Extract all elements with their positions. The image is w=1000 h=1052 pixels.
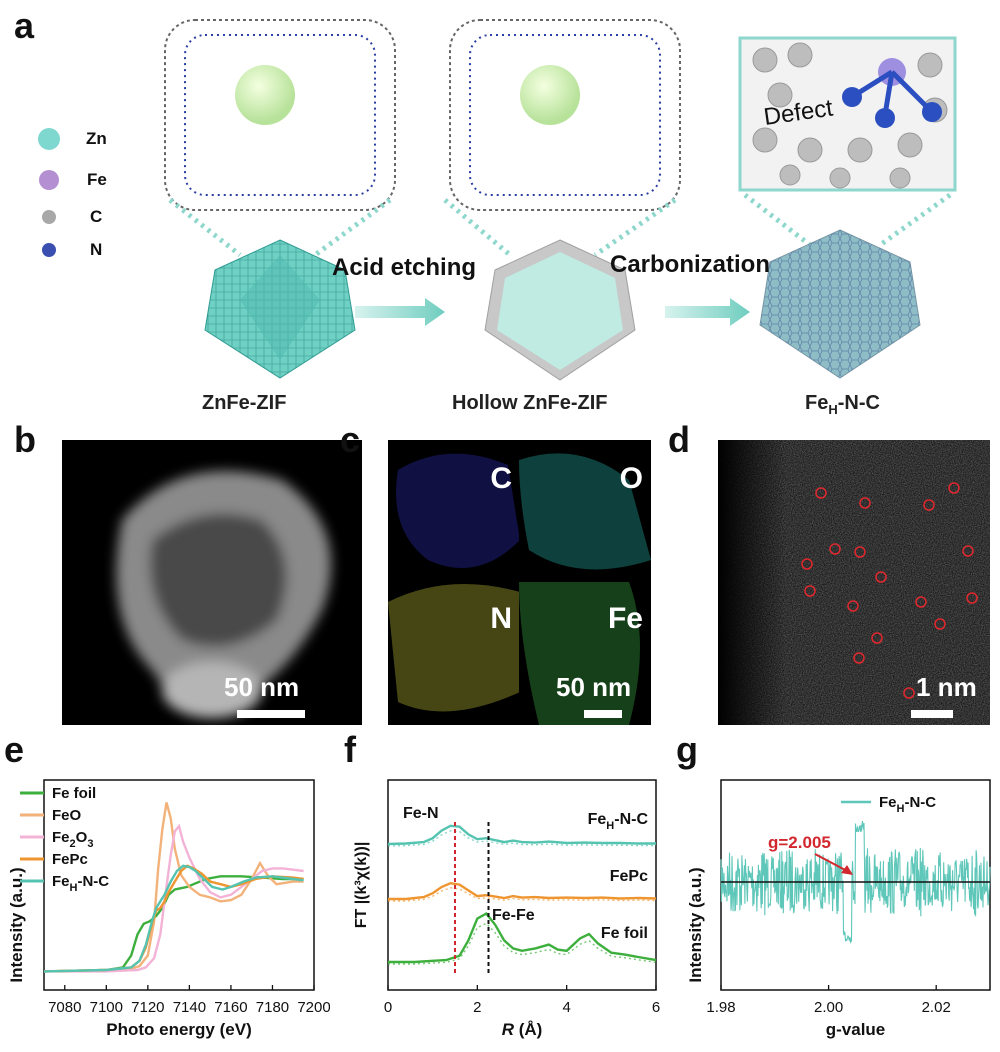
- legend-item-c: C: [42, 207, 102, 227]
- series-fit-2: [388, 922, 657, 965]
- chart-xanes: 7080 7100 7120 7140 7160 7180 7200 Photo energy…: [7, 779, 330, 1039]
- legend-label: FePc: [52, 851, 88, 868]
- series-line-0: [720, 820, 991, 944]
- legend-swatch: [42, 210, 56, 224]
- legend-item-n: N: [42, 240, 102, 260]
- x-axis-label: Photo energy (eV): [106, 1020, 251, 1039]
- chart-e-frame: [43, 779, 315, 991]
- legend-label: Fe foil: [52, 785, 96, 802]
- panel-label-g: g: [676, 729, 698, 770]
- carbonization-label: Carbonization: [610, 251, 770, 278]
- legend-label: Zn: [86, 129, 107, 148]
- legend-swatch: [39, 170, 59, 190]
- y-axis-label: Intensity (a.u.): [686, 867, 705, 982]
- legend-label: Fe2O3: [52, 829, 93, 850]
- chart-exafs: 0 2 4 6 R (Å) FT |(k³χ(k))| Fe-N Fe-Fe FeH-N-C Fe…: [353, 779, 660, 1039]
- x-axis-label: R (Å): [502, 1020, 543, 1039]
- haadf-image-d: 1 nm: [718, 440, 990, 725]
- label-fe-foil: Fe foil: [601, 925, 648, 942]
- x-tick-label: 6: [652, 999, 660, 1016]
- x-tick-label: 7080: [48, 999, 81, 1016]
- arrow-etching: [355, 298, 445, 326]
- eds-map-o: O: [519, 440, 651, 583]
- legend-label: N: [90, 240, 103, 259]
- legend-label: C: [90, 207, 103, 226]
- legend-swatch: [38, 128, 60, 150]
- chart-epr: 1.98 2.00 2.02 g-value Intensity (a.u.) g=2.0…: [686, 779, 991, 1039]
- series-line-4: [43, 864, 304, 973]
- eds-map-label: Fe: [607, 602, 643, 635]
- series-line-0: [43, 875, 304, 973]
- eds-map-c: C O N Fe 50 nm: [388, 440, 651, 725]
- label-fepc: FePc: [610, 868, 648, 885]
- x-tick-label: 7140: [173, 999, 206, 1016]
- scalebar-text-c: 50 nm: [556, 672, 632, 702]
- arrow-carbonization: [665, 298, 750, 326]
- legend-label: FeO: [52, 807, 82, 824]
- feh-nc-polyhedron: [759, 229, 921, 379]
- x-axis-label: g-value: [826, 1020, 886, 1039]
- x-tick-label: 1.98: [706, 999, 735, 1016]
- legend-label: Fe: [87, 170, 107, 189]
- panel-label-e: e: [4, 729, 25, 770]
- label-feh-nc: FeH-N-C: [588, 811, 649, 832]
- scalebar-text-b: 50 nm: [224, 672, 300, 702]
- x-tick-label: 7100: [90, 999, 123, 1016]
- x-tick-label: 2: [473, 999, 481, 1016]
- panel-label-b: b: [14, 419, 36, 460]
- x-tick-label: 7180: [256, 999, 289, 1016]
- legend-label: FeH-N-C: [52, 873, 109, 894]
- eds-map-n: N: [388, 582, 520, 725]
- series-fit-1: [388, 887, 657, 902]
- x-tick-label: 7200: [297, 999, 330, 1016]
- caption-znfe-zif: ZnFe-ZIF: [202, 392, 287, 414]
- series-fit-0: [387, 830, 656, 847]
- x-tick-label: 2.02: [922, 999, 951, 1016]
- scalebar-d: [911, 710, 953, 718]
- caption-feh-nc: FeH-N-C: [805, 392, 880, 417]
- chart-f-frame: [387, 779, 657, 991]
- legend-swatch: [42, 243, 56, 257]
- panel-label-a: a: [14, 5, 35, 46]
- legend-item-zn: Zn: [38, 128, 107, 150]
- series-line-0: [387, 824, 656, 846]
- x-tick-label: 2.00: [814, 999, 843, 1016]
- tem-image-b: 50 nm: [62, 440, 362, 725]
- annotation-g-value: g=2.005: [768, 833, 831, 852]
- x-tick-label: 4: [562, 999, 570, 1016]
- eds-map-label: N: [490, 602, 512, 635]
- annotation-fe-fe: Fe-Fe: [492, 907, 535, 924]
- eds-map-label: C: [490, 462, 512, 495]
- series-line-1: [43, 802, 304, 973]
- y-axis-label: Intensity (a.u.): [7, 867, 26, 982]
- eds-map-label: O: [619, 462, 643, 495]
- caption-hollow-znfe-zif: Hollow ZnFe-ZIF: [452, 392, 608, 414]
- scalebar-b: [237, 710, 305, 718]
- panel-label-c: c: [340, 419, 361, 460]
- zif-polyhedron: [204, 239, 356, 379]
- zif-framework-2: [449, 19, 681, 211]
- scalebar-c: [584, 710, 622, 718]
- panel-label-d: d: [668, 419, 690, 460]
- annotation-arrowhead: [841, 865, 853, 875]
- hollow-zif-polyhedron: [484, 239, 636, 381]
- annotation-arrow: [814, 853, 850, 873]
- x-tick-label: 0: [384, 999, 392, 1016]
- series-line-2: [44, 823, 304, 973]
- annotation-fe-n: Fe-N: [403, 805, 439, 822]
- acid-etching-label: Acid etching: [332, 254, 476, 281]
- defect-inset: Defect: [738, 36, 957, 192]
- panel-label-f: f: [344, 729, 356, 770]
- eds-map-c: C: [388, 440, 520, 583]
- x-tick-label: 7120: [131, 999, 164, 1016]
- eds-map-fe: Fe: [519, 582, 651, 725]
- y-axis-label: FT |(k³χ(k))|: [353, 842, 370, 929]
- synthesis-scheme: Defect Acid etching Carbonization: [164, 19, 957, 381]
- series-line-1: [388, 881, 657, 901]
- legend-label: FeH-N-C: [879, 794, 936, 815]
- legend-item-fe: Fe: [39, 170, 107, 190]
- x-tick-label: 7160: [214, 999, 247, 1016]
- zif-framework-1: [164, 19, 396, 211]
- scalebar-text-d: 1 nm: [916, 672, 977, 702]
